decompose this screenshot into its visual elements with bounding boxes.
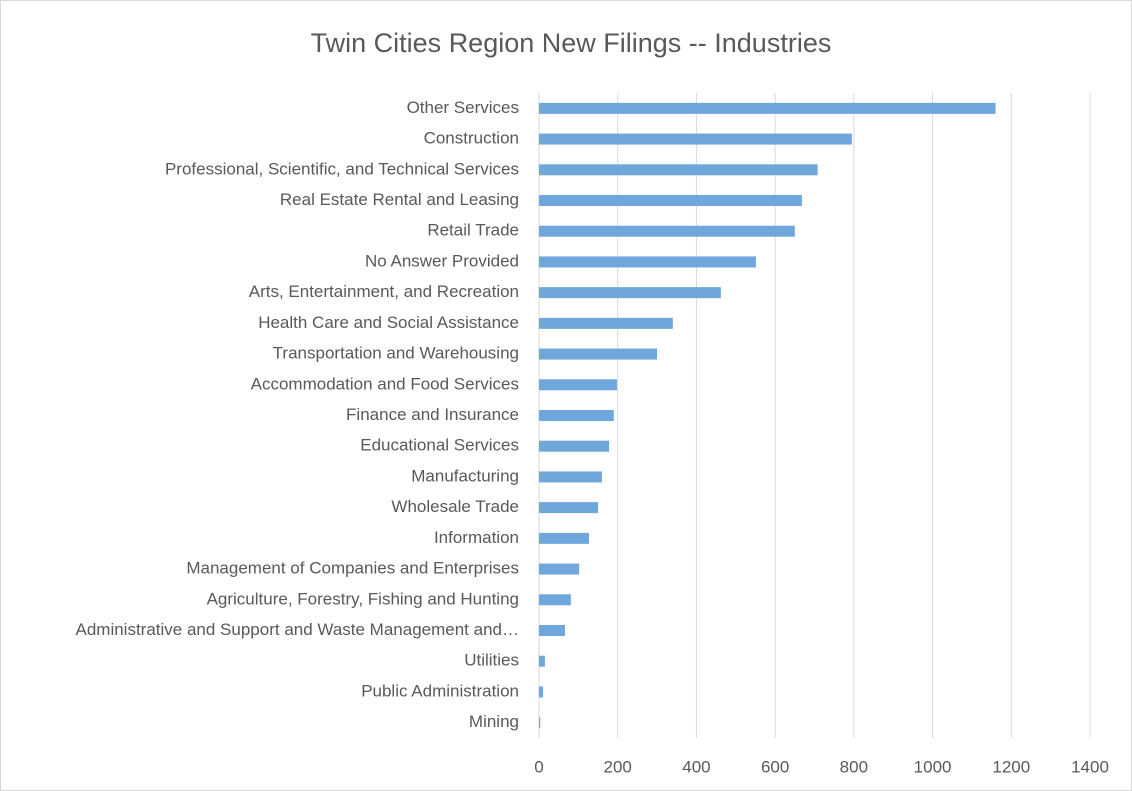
- y-tick-label: Real Estate Rental and Leasing: [280, 190, 519, 209]
- bar: [539, 164, 818, 176]
- x-tick-label: 1200: [992, 757, 1030, 776]
- y-tick-label: Utilities: [464, 651, 519, 670]
- y-tick-label: No Answer Provided: [365, 251, 519, 270]
- y-tick-label: Construction: [424, 129, 519, 148]
- bar: [539, 225, 795, 237]
- x-tick-label: 1400: [1071, 757, 1109, 776]
- y-tick-label: Management of Companies and Enterprises: [186, 559, 519, 578]
- bar: [539, 502, 599, 514]
- bar: [539, 471, 602, 483]
- bar: [539, 532, 589, 544]
- x-tick-label: 400: [682, 757, 710, 776]
- y-tick-label: Information: [434, 528, 519, 547]
- y-tick-label: Wholesale Trade: [391, 497, 519, 516]
- y-tick-label: Other Services: [407, 98, 519, 117]
- y-tick-label: Public Administration: [361, 681, 519, 700]
- y-tick-label: Educational Services: [360, 436, 519, 455]
- y-tick-label: Arts, Entertainment, and Recreation: [249, 282, 519, 301]
- y-tick-label: Finance and Insurance: [346, 405, 519, 424]
- bar: [539, 379, 617, 391]
- x-tick-label: 200: [604, 757, 632, 776]
- y-tick-label: Mining: [469, 712, 519, 731]
- bar: [539, 195, 802, 206]
- y-tick-label: Manufacturing: [411, 466, 519, 485]
- bar: [539, 594, 571, 606]
- bar: [539, 287, 721, 299]
- bar: [539, 563, 580, 575]
- y-tick-label: Health Care and Social Assistance: [258, 313, 519, 332]
- y-tick-label: Retail Trade: [427, 221, 519, 240]
- bar: [539, 440, 610, 452]
- bar: [539, 256, 756, 268]
- bar: [539, 133, 852, 145]
- bar: [539, 655, 545, 667]
- x-tick-label: 600: [761, 757, 789, 776]
- y-tick-label: Administrative and Support and Waste Man…: [75, 620, 519, 639]
- y-tick-label: Agriculture, Forestry, Fishing and Hunti…: [207, 589, 519, 608]
- y-tick-label: Accommodation and Food Services: [251, 374, 519, 393]
- bar: [539, 348, 658, 360]
- bar: [539, 686, 543, 698]
- bar: [539, 317, 673, 329]
- bar: [539, 717, 541, 729]
- bar: [539, 625, 565, 636]
- bar: [539, 410, 614, 421]
- y-tick-label: Professional, Scientific, and Technical …: [165, 159, 519, 178]
- bar: [539, 102, 996, 114]
- x-tick-label: 800: [840, 757, 868, 776]
- x-tick-label: 1000: [914, 757, 952, 776]
- y-tick-label: Transportation and Warehousing: [273, 344, 519, 363]
- x-tick-label: 0: [534, 757, 543, 776]
- chart-title: Twin Cities Region New Filings -- Indust…: [311, 28, 832, 58]
